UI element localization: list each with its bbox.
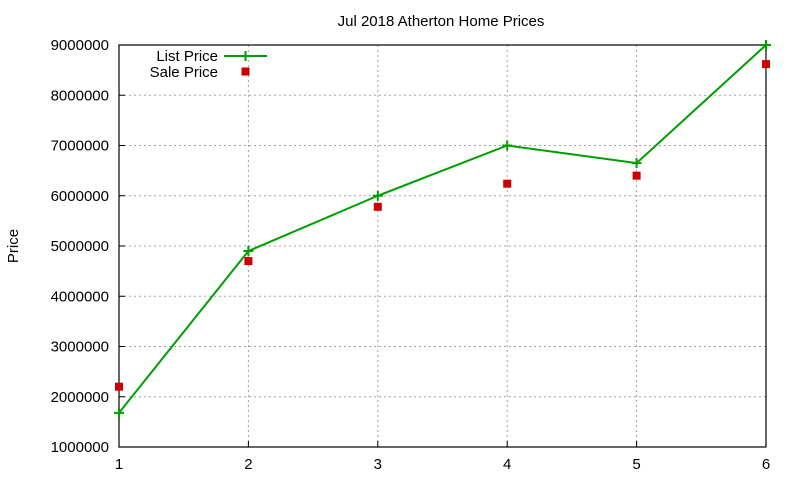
x-tick-label: 4 (503, 456, 511, 473)
x-tick-label: 5 (632, 456, 640, 473)
square-marker-icon (244, 257, 253, 266)
square-marker-icon (503, 179, 512, 188)
y-tick-label: 3000000 (51, 339, 109, 356)
x-tick-label: 3 (374, 456, 382, 473)
plus-marker-icon (502, 140, 513, 151)
x-axis-ticks: 1 2 3 4 5 6 (115, 441, 770, 473)
square-marker-icon (115, 382, 123, 391)
y-tick-label: 8000000 (51, 87, 109, 104)
plus-marker-icon (631, 158, 642, 169)
plus-marker-icon (761, 40, 771, 50)
plus-marker-icon (243, 246, 254, 257)
legend-plus-marker-icon (240, 51, 251, 61)
y-tick-label: 7000000 (51, 138, 109, 155)
plus-marker-icon (372, 190, 383, 201)
square-marker-icon (762, 60, 770, 69)
x-tick-label: 2 (244, 456, 252, 473)
x-tick-label: 1 (115, 456, 123, 473)
series-line (118, 44, 767, 414)
legend: List Price Sale Price (150, 48, 267, 81)
square-marker-icon (632, 171, 641, 180)
data-series (114, 40, 771, 418)
y-tick-label: 2000000 (51, 389, 109, 406)
y-tick-label: 6000000 (51, 188, 109, 205)
y-axis-ticks: 1000000 2000000 3000000 4000000 5000000 60000… (51, 37, 125, 456)
plot-frame (118, 44, 767, 448)
square-marker-icon (373, 202, 382, 211)
y-tick-label: 4000000 (51, 288, 109, 305)
legend-label-list-price: List Price (156, 48, 218, 65)
chart-title: Jul 2018 Atherton Home Prices (338, 13, 545, 30)
plus-marker-icon (114, 407, 124, 418)
y-tick-label: 5000000 (51, 238, 109, 255)
legend-square-marker-icon (241, 67, 250, 76)
x-tick-label: 6 (762, 456, 770, 473)
legend-label-sale-price: Sale Price (150, 64, 218, 81)
grid-lines (119, 45, 766, 447)
y-tick-label: 9000000 (51, 37, 109, 54)
y-tick-label: 1000000 (51, 439, 109, 456)
y-axis-label: Price (5, 229, 22, 263)
